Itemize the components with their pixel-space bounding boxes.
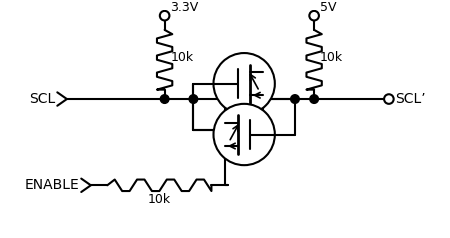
Circle shape	[310, 95, 319, 103]
Text: SCL: SCL	[29, 92, 55, 106]
Text: SCL’: SCL’	[396, 92, 426, 106]
Text: 5V: 5V	[320, 1, 336, 14]
Text: 10k: 10k	[148, 193, 171, 206]
Text: ENABLE: ENABLE	[25, 178, 79, 192]
Circle shape	[291, 95, 299, 103]
Text: 10k: 10k	[320, 51, 343, 64]
Text: 10k: 10k	[171, 51, 194, 64]
Circle shape	[213, 104, 275, 165]
Circle shape	[160, 95, 169, 103]
Circle shape	[213, 53, 275, 114]
Circle shape	[309, 11, 319, 20]
Circle shape	[160, 11, 169, 20]
Circle shape	[189, 95, 198, 103]
Text: 3.3V: 3.3V	[171, 1, 198, 14]
Circle shape	[384, 94, 394, 104]
